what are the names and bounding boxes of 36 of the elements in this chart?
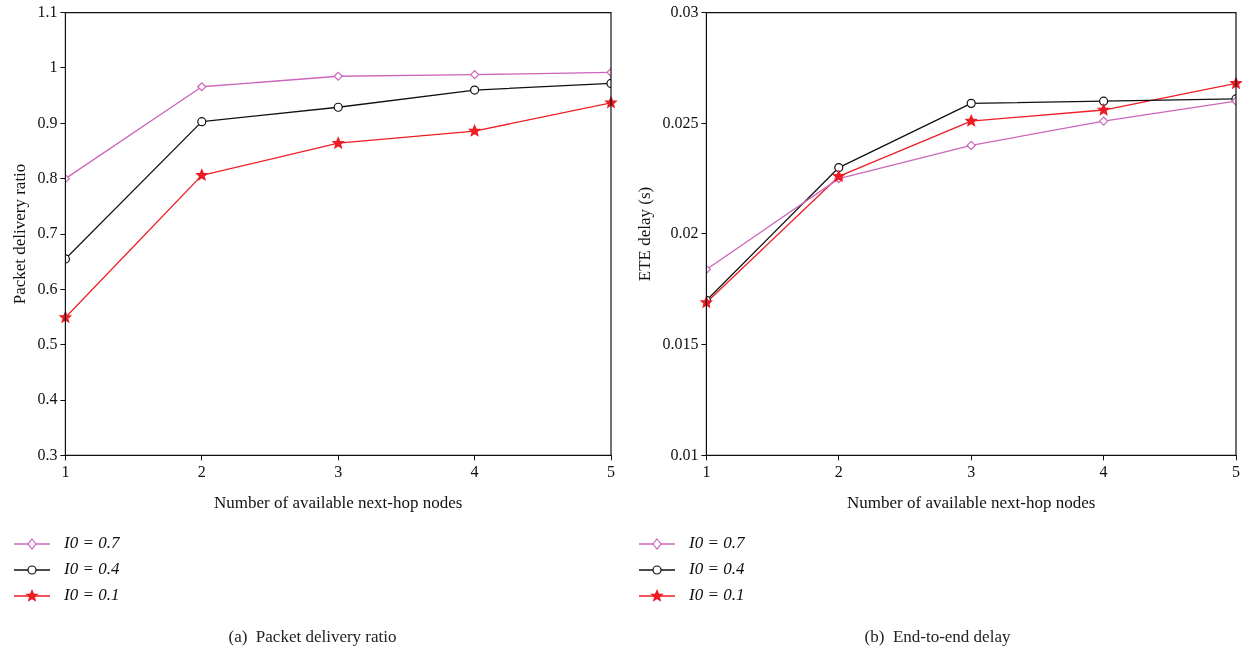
y-tick-label: 0.015 — [662, 334, 699, 352]
x-tick-label: 2 — [834, 463, 843, 481]
y-tick-label: 0.6 — [37, 279, 58, 297]
x-tick-label: 5 — [607, 463, 615, 481]
text: (a) Packet delivery ratio — [228, 626, 397, 646]
legend-label: I0 = 0.7 — [63, 533, 121, 553]
x-axis-title: Number of available next-hop nodes — [847, 493, 1096, 513]
y-tick-label: 0.9 — [37, 113, 58, 131]
x-axis-title: Number of available next-hop nodes — [214, 493, 463, 513]
y-tick-label: 0.8 — [37, 168, 58, 186]
y-tick-label: 1 — [49, 58, 58, 76]
x-tick-label: 1 — [61, 463, 70, 481]
y-tick-label: 0.4 — [37, 390, 58, 408]
legend-label: I0 = 0.7 — [688, 533, 746, 553]
x-tick-label: 1 — [702, 463, 711, 481]
x-tick-label: 5 — [1232, 463, 1240, 481]
y-tick-label: 0.03 — [670, 2, 699, 20]
x-tick-label: 2 — [197, 463, 206, 481]
text: (b) End-to-end delay — [864, 626, 1011, 646]
x-tick-label: 4 — [470, 463, 479, 481]
x-tick-label: 3 — [334, 463, 343, 481]
y-tick-label: 0.7 — [37, 224, 58, 242]
legend-label: I0 = 0.4 — [63, 559, 120, 579]
y-tick-label: 0.3 — [37, 445, 58, 463]
legend-label: I0 = 0.4 — [688, 559, 745, 579]
x-tick-label: 3 — [967, 463, 976, 481]
y-tick-label: 0.025 — [662, 113, 699, 131]
legend-label: I0 = 0.1 — [688, 585, 745, 605]
y-tick-label: 1.1 — [37, 2, 58, 20]
y-tick-label: 0.01 — [670, 445, 699, 463]
y-tick-label: 0.02 — [670, 224, 699, 242]
legend-label: I0 = 0.1 — [63, 585, 120, 605]
y-axis-title: Packet delivery ratio — [9, 163, 29, 305]
y-axis-title: ETE delay (s) — [634, 186, 654, 282]
x-tick-label: 4 — [1099, 463, 1108, 481]
y-tick-label: 0.5 — [37, 334, 58, 352]
